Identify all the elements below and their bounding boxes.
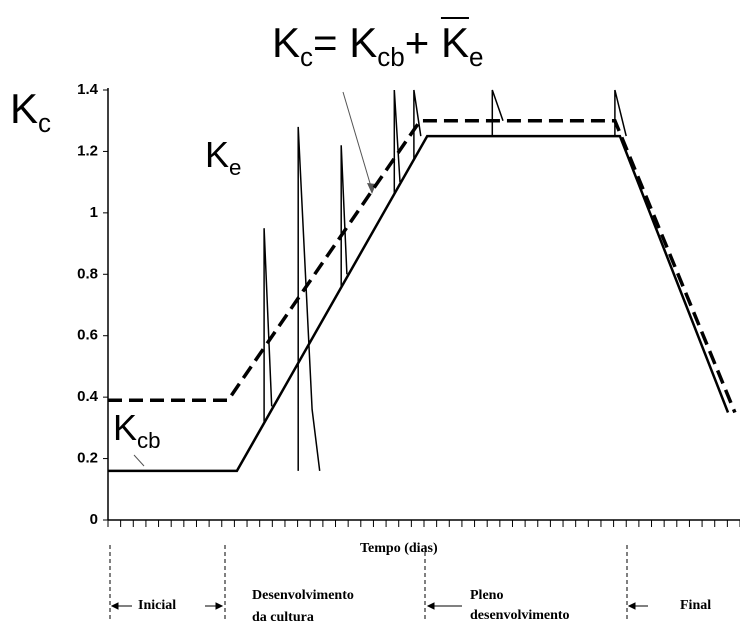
- y-tick-label: 0.6: [77, 327, 98, 344]
- formula: Kc= Kcb+ Ke: [272, 19, 484, 73]
- formula-part: K: [440, 19, 469, 66]
- y-tick-label: 1: [90, 204, 98, 221]
- y-tick-label: 0.8: [77, 265, 98, 282]
- y-tick-label: 1.2: [77, 142, 98, 159]
- label-part: K: [113, 407, 138, 448]
- stage-label: da cultura: [252, 610, 314, 622]
- formula-part: K: [272, 19, 301, 66]
- label-part: K: [10, 85, 39, 132]
- formula-sub: e: [468, 42, 484, 73]
- stage-label: Desenvolvimento: [252, 588, 354, 603]
- stage-separators: [109, 545, 628, 622]
- label-sub: c: [38, 108, 52, 139]
- label-part: K: [205, 134, 230, 175]
- formula-pointer: [342, 91, 373, 191]
- arrowhead: [110, 602, 119, 610]
- label-sub: e: [229, 154, 242, 180]
- y-tick-label: 0: [90, 511, 98, 528]
- arrowhead: [215, 602, 224, 610]
- stage-label: Pleno: [470, 588, 504, 603]
- formula-sub: c: [300, 42, 314, 73]
- stage-arrows: [110, 602, 648, 610]
- formula-sub: cb: [377, 42, 405, 73]
- kcb-pointer: [133, 454, 145, 467]
- arrowhead: [627, 602, 636, 610]
- formula-part: = K: [313, 19, 378, 66]
- series-line: [263, 89, 627, 471]
- stage-label: desenvolvimento: [470, 608, 570, 622]
- y-tick-label: 0.4: [77, 388, 99, 405]
- arrowhead: [426, 602, 435, 610]
- ke-label: Ke: [205, 137, 241, 179]
- series-line: [108, 118, 737, 414]
- label-sub: cb: [137, 427, 161, 453]
- kcb-label: Kcb: [113, 410, 161, 452]
- stage-label: Inicial: [138, 598, 177, 613]
- y-axis-label: Kc: [10, 85, 52, 139]
- stage-label: Final: [680, 598, 712, 613]
- x-axis-label: Tempo (dias): [360, 541, 438, 556]
- formula-part: +: [404, 19, 441, 66]
- series-line: [108, 134, 730, 473]
- y-tick-label: 1.4: [77, 81, 99, 98]
- y-tick-label: 0.2: [77, 450, 98, 467]
